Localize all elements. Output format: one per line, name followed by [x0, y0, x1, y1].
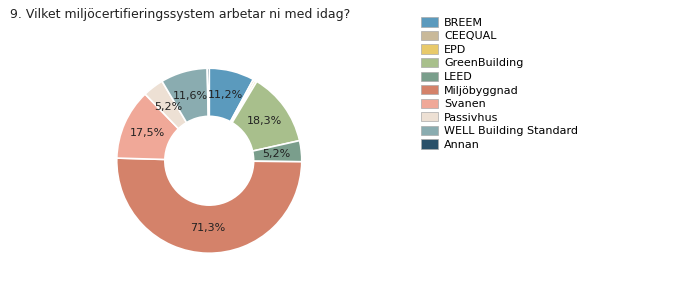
Wedge shape [230, 80, 255, 122]
Text: 11,2%: 11,2% [208, 90, 244, 100]
Wedge shape [232, 80, 257, 123]
Wedge shape [252, 141, 302, 162]
Wedge shape [207, 68, 209, 116]
Wedge shape [117, 158, 302, 253]
Wedge shape [117, 94, 178, 159]
Text: 5,2%: 5,2% [154, 102, 182, 112]
Wedge shape [162, 68, 209, 123]
Wedge shape [145, 81, 186, 129]
Legend: BREEM, CEEQUAL, EPD, GreenBuilding, LEED, Miljöbyggnad, Svanen, Passivhus, WELL : BREEM, CEEQUAL, EPD, GreenBuilding, LEED… [417, 14, 581, 153]
Text: 11,6%: 11,6% [173, 91, 208, 101]
Text: 17,5%: 17,5% [130, 128, 165, 138]
Wedge shape [209, 68, 253, 122]
Text: 71,3%: 71,3% [190, 223, 225, 233]
Wedge shape [232, 81, 300, 151]
Text: 5,2%: 5,2% [263, 149, 290, 159]
Text: 9. Vilket miljöcertifieringssystem arbetar ni med idag?: 9. Vilket miljöcertifieringssystem arbet… [10, 8, 350, 21]
Text: 18,3%: 18,3% [246, 116, 281, 126]
